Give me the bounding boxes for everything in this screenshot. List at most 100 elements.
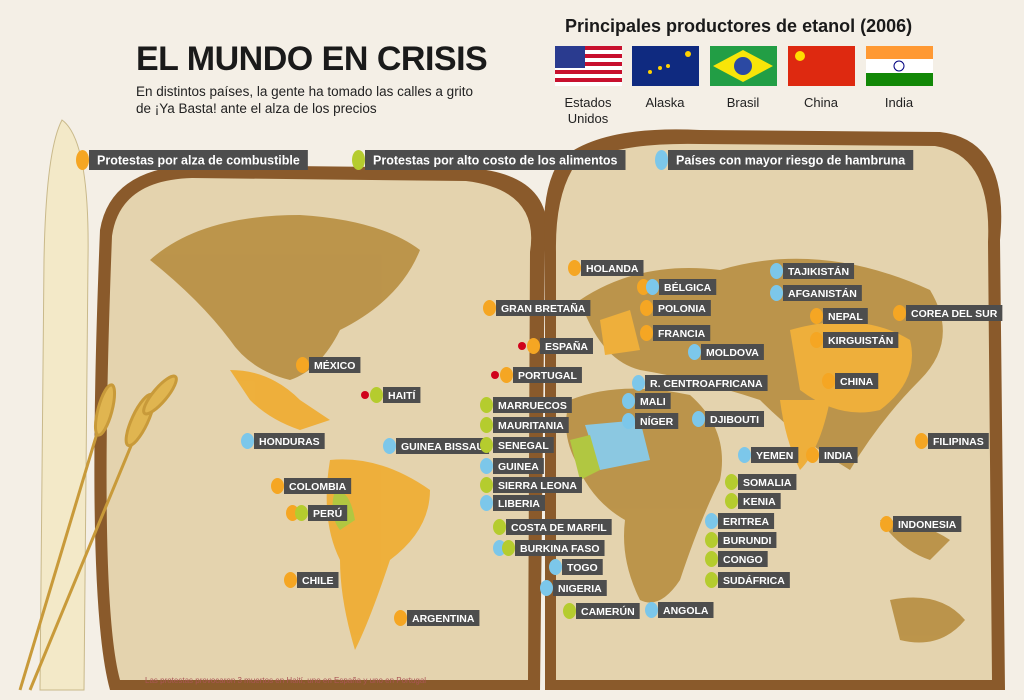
country-label: MÉXICO [314,359,355,372]
country-label: ESPAÑA [545,340,588,353]
marker [383,438,396,454]
legend-label-bg [89,150,308,170]
country-label-bg [309,357,361,373]
country-label: CONGO [723,554,763,566]
marker [622,393,635,409]
marker [640,325,653,341]
country-label-bg [718,572,790,588]
marker [563,603,576,619]
country-label: MARRUECOS [498,400,567,412]
marker [483,300,496,316]
marker [540,580,553,596]
country-label: MALI [640,396,666,408]
marker [480,458,493,474]
title: EL MUNDO EN CRISIS [136,40,488,78]
country-label-bg [635,413,679,429]
country-label: CAMERÚN [581,605,635,618]
country-label: SIERRA LEONA [498,480,577,492]
marker [645,602,658,618]
sahel [585,420,650,470]
flag-label: Estados Unidos [564,95,612,126]
country-label: MAURITANIA [498,420,564,432]
marker [352,150,365,170]
country-label-bg [254,433,325,449]
legend: Protestas por alza de combustible Protest… [76,150,914,170]
marker [688,344,701,360]
country-label: NEPAL [828,311,863,323]
country-label: BÉLGICA [664,281,712,294]
country-label: INDIA [824,450,853,462]
country-label: BURKINA FASO [520,543,600,555]
country-label: FILIPINAS [933,436,984,448]
marker [241,433,254,449]
marker [705,513,718,529]
death-star [518,342,526,350]
country-label-bg [906,305,1003,321]
marker [296,357,309,373]
country-label: DJIBOUTI [710,414,759,426]
death-star [361,391,369,399]
marker [568,260,581,276]
country-label-bg [718,513,775,529]
country-label: KIRGUISTÁN [828,334,893,347]
marker [286,505,299,521]
country-label-bg [284,478,352,494]
country-label-bg [562,559,603,575]
marker [480,477,493,493]
country-label-bg [659,279,717,295]
country-label: YEMEN [756,450,793,462]
country-label-bg [783,285,862,301]
marker [705,551,718,567]
country-label: AFGANISTÁN [788,287,857,300]
country-label-bg [738,474,797,490]
country-label-bg [823,332,899,348]
country-label-bg [297,572,339,588]
footnote: Las protestas provocaron 3 muertos en Ha… [145,676,426,685]
marker [76,150,89,170]
country-label-bg [496,300,591,316]
flag-alaska [632,46,699,86]
marker [295,505,308,521]
marker [370,387,383,403]
country-label-bg [835,373,879,389]
marker [480,397,493,413]
marker [493,519,506,535]
marker [493,540,506,556]
marker [705,532,718,548]
country-label-bg [783,263,855,279]
country-label-bg [658,602,714,618]
country-label: BURUNDI [723,535,771,547]
country-label-bg [823,308,868,324]
marker [770,285,783,301]
country-label: KENIA [743,496,776,508]
marker [692,411,705,427]
marker [705,572,718,588]
country-label-bg [308,505,348,521]
country-label: ARGENTINA [412,613,475,625]
mexico [230,370,330,430]
marker [806,447,819,463]
country-label: INDONESIA [898,519,957,531]
wheat [18,374,178,691]
country-label: R. CENTROAFRICANA [650,378,763,390]
flags [555,46,933,86]
country-label-bg [493,397,572,413]
australia [890,597,965,643]
marker [725,474,738,490]
marker [646,279,659,295]
country-label: PERÚ [313,507,342,520]
marker [480,417,493,433]
country-label: GUINEA [498,461,539,473]
marker [810,332,823,348]
marker [549,559,562,575]
country-label: SENEGAL [498,440,549,452]
legend-label: Países con mayor riesgo de hambruna [676,153,906,167]
flag-india [866,46,933,86]
flag-brazil [710,46,777,86]
marker [893,305,906,321]
country-label-bg [493,477,582,493]
flag-label: China [804,95,838,110]
country-label: GRAN BRETAÑA [501,302,586,315]
